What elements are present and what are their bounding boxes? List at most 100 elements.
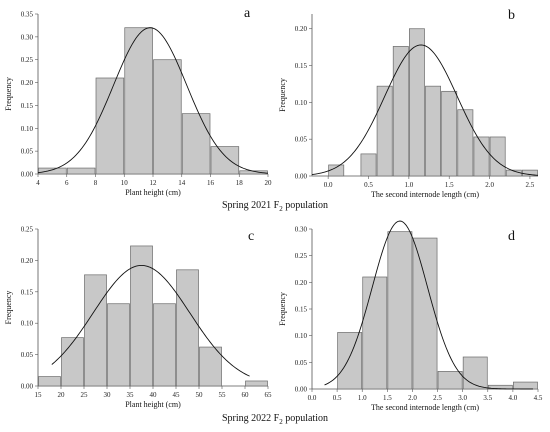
chart-b-bar: [328, 164, 345, 177]
chart-b-y-tick-label: 0.00: [295, 173, 308, 181]
chart-d-y-tick-label: 0.25: [295, 252, 308, 260]
chart-a-x-tick-label: 20: [265, 179, 273, 187]
chart-d-y-label: Frequency: [278, 292, 287, 326]
caption-top: Spring 2021 F2 population: [221, 200, 328, 213]
chart-d-fit-curve: [324, 220, 533, 390]
chart-c-x-tick-label: 45: [173, 391, 181, 399]
chart-c-x-tick-label: 60: [242, 391, 250, 399]
chart-b-bar: [441, 90, 458, 177]
chart-c-x-tick-label: 50: [196, 391, 204, 399]
chart-d-bar: [513, 381, 538, 390]
chart-d-y-tick-label: 0.30: [295, 226, 308, 234]
chart-a-bar: [124, 27, 153, 175]
chart-b-bar: [360, 153, 377, 177]
chart-c-bar: [176, 269, 199, 387]
chart-d-bar: [362, 276, 388, 390]
chart-c-y-tick-label: 0.05: [21, 351, 34, 359]
chart-b-x-tick-label: 2.5: [526, 181, 535, 189]
chart-a-fit-curve: [37, 27, 269, 174]
chart-a-y-tick-label: 0.00: [21, 171, 34, 179]
chart-c-fit-curve: [51, 264, 250, 377]
chart-c-x-tick-label: 35: [127, 391, 135, 399]
chart-a-y-tick-label: 0.15: [21, 102, 34, 110]
chart-b-bar: [425, 85, 441, 177]
chart-b-y-tick-label: 0.10: [295, 99, 308, 107]
chart-b-y-tick-label: 0.15: [295, 62, 308, 70]
chart-b-x-tick-label: 1.0: [404, 181, 413, 189]
chart-d-x-tick-label: 0.5: [333, 394, 342, 402]
chart-a-bar: [181, 113, 211, 175]
chart-a-y-tick-label: 0.20: [21, 79, 34, 87]
chart-d-x-tick-label: 2.0: [408, 394, 417, 402]
chart-d-bar: [387, 231, 413, 390]
chart-b: 0.00 0.05 0.10 0.15 0.20 0.0 0.5 1.0 1.5 2.0 2.5 Th…: [278, 8, 539, 199]
chart-a-x-tick-label: 14: [178, 179, 186, 187]
chart-a-bar: [38, 167, 67, 175]
chart-d-y-tick-label: 0.05: [295, 359, 308, 367]
chart-d-x-tick-label: 4.5: [534, 394, 543, 402]
chart-c-x-tick-label: 55: [219, 391, 227, 399]
chart-d-x-tick-label: 4.0: [509, 394, 518, 402]
chart-b-fit-curve: [311, 44, 539, 176]
chart-b-bar: [457, 109, 474, 177]
chart-a-x-tick-label: 16: [207, 179, 215, 187]
chart-d-x-tick-label: 3.5: [483, 394, 492, 402]
chart-d-y-tick-label: 0.15: [295, 306, 308, 314]
chart-d-y-tick-label: 0.20: [295, 279, 308, 287]
chart-a-bar: [210, 146, 240, 175]
chart-c-bar: [199, 346, 222, 387]
chart-d-bar: [412, 237, 438, 390]
chart-b-x-tick-label: 1.5: [445, 181, 454, 189]
chart-c-bar: [38, 376, 61, 387]
chart-b-panel-letter: b: [508, 8, 515, 23]
chart-a-y-tick-label: 0.25: [21, 56, 34, 64]
chart-c-bar: [61, 337, 84, 387]
chart-a-bar: [95, 77, 125, 175]
chart-c-y-tick-label: 0.25: [21, 226, 34, 234]
chart-b-bar: [392, 46, 409, 177]
chart-d-x-label: The second internode length (cm): [371, 403, 479, 412]
chart-a: 0.00 0.05 0.10 0.15 0.20 0.25 0.30 0.35 4 6 8 10 12 1…: [4, 6, 272, 197]
chart-a-bar: [66, 167, 96, 175]
chart-d-x-tick-label: 0.0: [308, 394, 317, 402]
chart-c-bar: [84, 274, 107, 387]
chart-a-y-label: Frequency: [4, 77, 13, 111]
chart-a-bar: [153, 59, 182, 175]
chart-a-y-tick-label: 0.30: [21, 33, 34, 41]
chart-d: 0.00 0.05 0.10 0.15 0.20 0.25 0.30 0.0 0.5 1.0 1.5…: [278, 220, 543, 412]
chart-c-bar: [107, 303, 130, 387]
chart-d-bar: [337, 332, 363, 390]
chart-c-bar: [130, 245, 153, 387]
chart-d-x-tick-label: 1.0: [358, 394, 367, 402]
chart-c-panel-letter: c: [248, 229, 254, 244]
chart-a-x-tick-label: 18: [236, 179, 244, 187]
chart-a-x-tick-label: 4: [36, 179, 40, 187]
chart-c-x-tick-label: 20: [58, 391, 66, 399]
chart-c-x-tick-label: 15: [35, 391, 43, 399]
chart-d-bar: [437, 371, 463, 390]
chart-b-bar: [473, 136, 490, 177]
chart-a-y-tick-label: 0.05: [21, 148, 34, 156]
chart-d-x-tick-label: 2.5: [433, 394, 442, 402]
chart-c-y-tick-label: 0.00: [21, 383, 34, 391]
chart-a-x-tick-label: 12: [150, 179, 158, 187]
chart-b-bar: [376, 85, 393, 177]
chart-a-x-tick-label: 8: [94, 179, 98, 187]
chart-d-x-tick-label: 3.0: [458, 394, 467, 402]
chart-b-x-tick-label: 2.0: [485, 181, 494, 189]
chart-a-y-tick-label: 0.10: [21, 125, 34, 133]
chart-d-bar: [462, 356, 488, 390]
chart-c-x-label: Plant height (cm): [125, 400, 181, 409]
chart-b-x-tick-label: 0.0: [324, 181, 333, 189]
chart-c-x-tick-label: 30: [104, 391, 112, 399]
chart-c-x-tick-label: 25: [81, 391, 89, 399]
chart-a-x-tick-label: 6: [65, 179, 69, 187]
chart-c-y-label: Frequency: [4, 291, 13, 325]
chart-c-y-tick-label: 0.15: [21, 288, 34, 296]
chart-c-x-tick-label: 65: [265, 391, 273, 399]
chart-d-y-tick-label: 0.10: [295, 332, 308, 340]
chart-d-x-tick-label: 1.5: [383, 394, 392, 402]
chart-d-y-tick-label: 0.00: [295, 386, 308, 394]
chart-d-panel-letter: d: [508, 229, 515, 244]
